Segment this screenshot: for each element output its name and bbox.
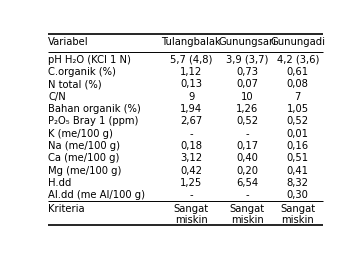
Text: P₂O₅ Bray 1 (ppm): P₂O₅ Bray 1 (ppm) <box>48 116 138 126</box>
Text: 1,94: 1,94 <box>180 104 202 114</box>
Text: Gunungsari: Gunungsari <box>218 37 276 47</box>
Text: -: - <box>189 190 193 200</box>
Text: 0,73: 0,73 <box>236 67 258 77</box>
Text: 3,12: 3,12 <box>180 153 202 163</box>
Text: Tulangbalak: Tulangbalak <box>161 37 221 47</box>
Text: pH H₂O (KCl 1 N): pH H₂O (KCl 1 N) <box>48 55 131 65</box>
Text: 0,16: 0,16 <box>287 141 309 151</box>
Text: -: - <box>245 129 249 139</box>
Text: 9: 9 <box>188 92 194 102</box>
Text: 5,7 (4,8): 5,7 (4,8) <box>170 55 212 65</box>
Text: Sangat
miskin: Sangat miskin <box>173 204 209 225</box>
Text: Gunungadi: Gunungadi <box>270 37 325 47</box>
Text: -: - <box>189 129 193 139</box>
Text: 0,17: 0,17 <box>236 141 258 151</box>
Text: C.organik (%): C.organik (%) <box>48 67 116 77</box>
Text: 0,18: 0,18 <box>180 141 202 151</box>
Text: K (me/100 g): K (me/100 g) <box>48 129 113 139</box>
Text: Ca (me/100 g): Ca (me/100 g) <box>48 153 119 163</box>
Text: 0,40: 0,40 <box>236 153 258 163</box>
Text: 0,01: 0,01 <box>287 129 309 139</box>
Text: Sangat
miskin: Sangat miskin <box>230 204 265 225</box>
Text: Mg (me/100 g): Mg (me/100 g) <box>48 166 121 176</box>
Text: H.dd: H.dd <box>48 178 71 188</box>
Text: Kriteria: Kriteria <box>48 204 85 214</box>
Text: 0,42: 0,42 <box>180 166 202 176</box>
Text: 6,54: 6,54 <box>236 178 258 188</box>
Text: 1,05: 1,05 <box>287 104 309 114</box>
Text: Variabel: Variabel <box>48 37 89 47</box>
Text: 1,26: 1,26 <box>236 104 258 114</box>
Text: 0,52: 0,52 <box>236 116 258 126</box>
Text: 2,67: 2,67 <box>180 116 202 126</box>
Text: 4,2 (3,6): 4,2 (3,6) <box>277 55 319 65</box>
Text: 7: 7 <box>295 92 301 102</box>
Text: 0,07: 0,07 <box>236 79 258 90</box>
Text: 0,13: 0,13 <box>180 79 202 90</box>
Text: 0,61: 0,61 <box>287 67 309 77</box>
Text: C/N: C/N <box>48 92 66 102</box>
Text: 0,51: 0,51 <box>287 153 309 163</box>
Text: Na (me/100 g): Na (me/100 g) <box>48 141 120 151</box>
Text: 1,12: 1,12 <box>180 67 202 77</box>
Text: 0,30: 0,30 <box>287 190 309 200</box>
Text: Al.dd (me Al/100 g): Al.dd (me Al/100 g) <box>48 190 145 200</box>
Text: 0,08: 0,08 <box>287 79 309 90</box>
Text: Sangat
miskin: Sangat miskin <box>280 204 315 225</box>
Text: 8,32: 8,32 <box>287 178 309 188</box>
Text: 0,41: 0,41 <box>287 166 309 176</box>
Text: -: - <box>245 190 249 200</box>
Text: 3,9 (3,7): 3,9 (3,7) <box>226 55 269 65</box>
Text: Bahan organik (%): Bahan organik (%) <box>48 104 141 114</box>
Text: 10: 10 <box>241 92 253 102</box>
Text: N total (%): N total (%) <box>48 79 102 90</box>
Text: 0,20: 0,20 <box>236 166 258 176</box>
Text: 1,25: 1,25 <box>180 178 202 188</box>
Text: 0,52: 0,52 <box>287 116 309 126</box>
